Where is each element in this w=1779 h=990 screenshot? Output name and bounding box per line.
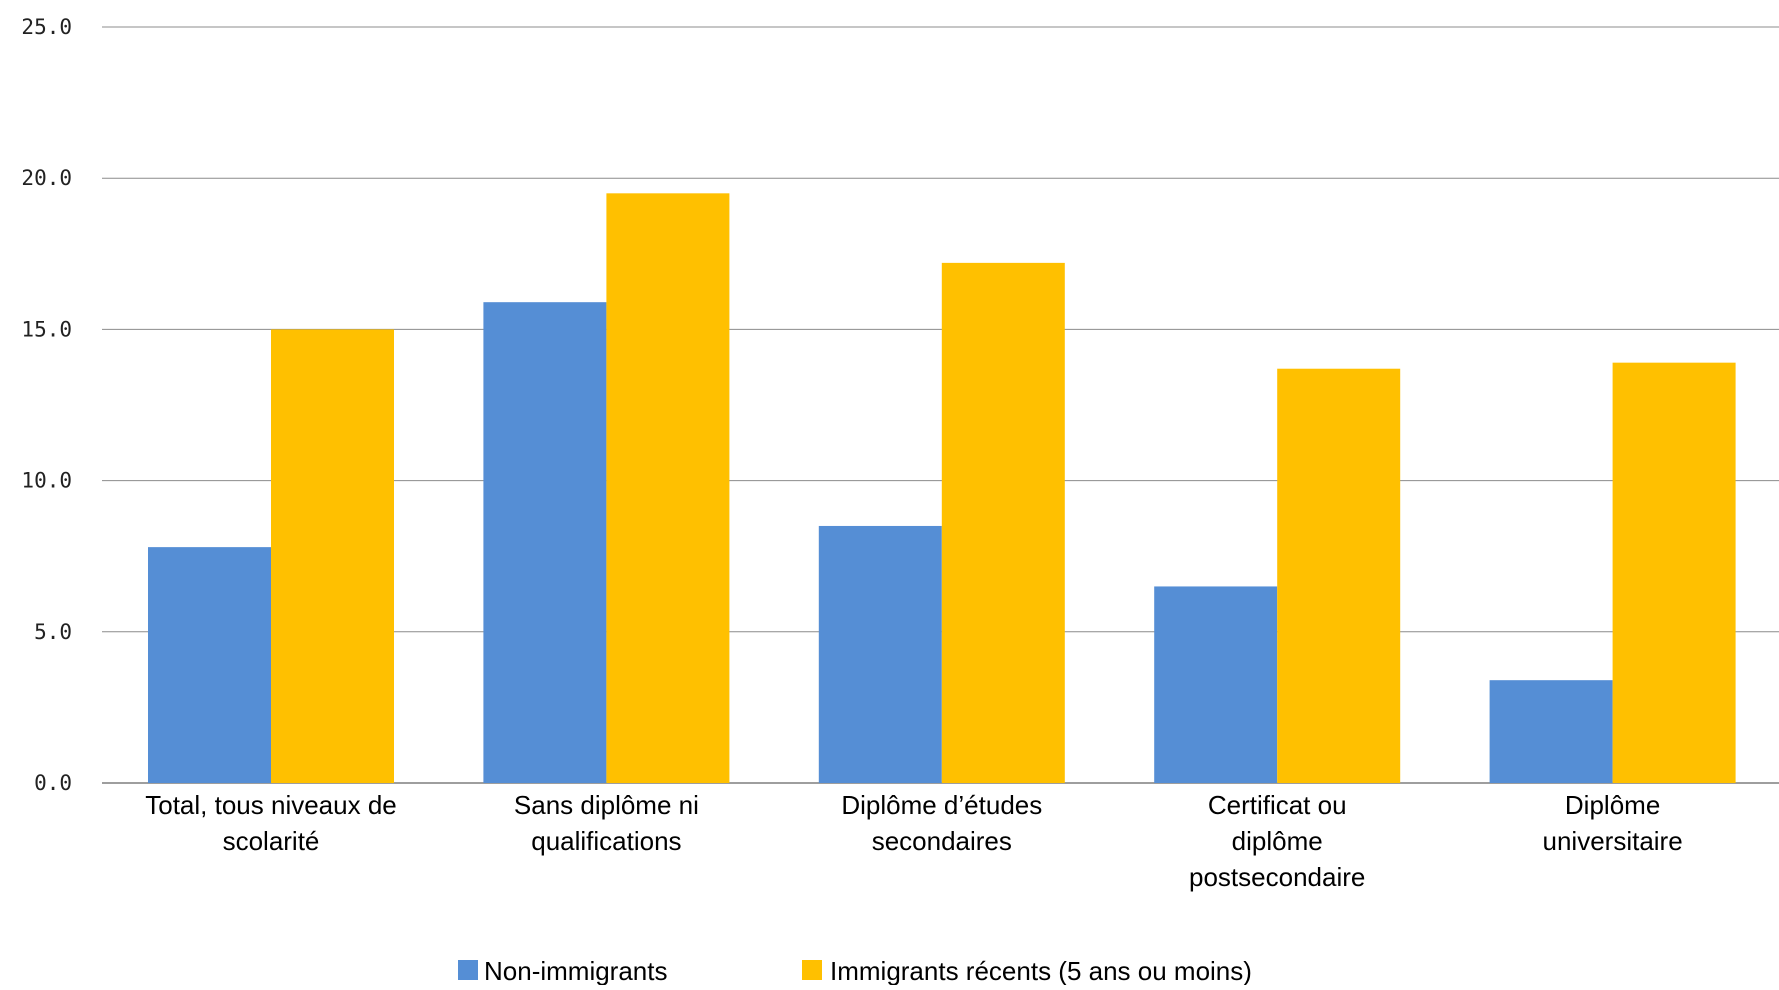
x-tick-line: qualifications — [531, 826, 681, 856]
y-tick-label: 20.0 — [21, 166, 72, 190]
y-tick-label: 0.0 — [34, 771, 72, 795]
x-tick-label: Diplôme d’études secondaires — [841, 790, 1042, 856]
x-tick-line: Certificat ou — [1208, 790, 1347, 820]
bar-non-immigrants — [148, 547, 271, 783]
x-tick-line: universitaire — [1543, 826, 1683, 856]
x-tick-line: Sans diplôme ni — [514, 790, 699, 820]
x-tick-line: postsecondaire — [1189, 862, 1365, 892]
bar-immigrants-recents — [271, 329, 394, 783]
x-tick-label: Total, tous niveaux de scolarité — [145, 790, 397, 856]
x-tick-line: secondaires — [872, 826, 1012, 856]
legend-label: Immigrants récents (5 ans ou moins) — [830, 956, 1252, 985]
bars — [148, 193, 1736, 783]
x-tick-line: scolarité — [223, 826, 320, 856]
y-tick-label: 25.0 — [21, 15, 72, 39]
y-axis: 0.0 5.0 10.0 15.0 20.0 25.0 — [21, 15, 72, 795]
x-tick-line: Diplôme — [1565, 790, 1660, 820]
bar-non-immigrants — [819, 526, 942, 783]
legend: Non-immigrants Immigrants récents (5 ans … — [458, 956, 1252, 985]
x-tick-line: Diplôme d’études — [841, 790, 1042, 820]
y-tick-label: 10.0 — [21, 469, 72, 493]
bar-immigrants-recents — [942, 263, 1065, 783]
y-tick-label: 15.0 — [21, 317, 72, 341]
bar-non-immigrants — [1154, 586, 1277, 783]
bar-non-immigrants — [1490, 680, 1613, 783]
x-tick-line: Total, tous niveaux de — [145, 790, 397, 820]
x-tick-label: Sans diplôme ni qualifications — [514, 790, 699, 856]
legend-swatch — [458, 960, 478, 980]
legend-label: Non-immigrants — [484, 956, 668, 985]
y-tick-label: 5.0 — [34, 620, 72, 644]
bar-immigrants-recents — [1613, 363, 1736, 783]
legend-swatch — [802, 960, 822, 980]
x-tick-line: diplôme — [1232, 826, 1323, 856]
x-tick-label: Certificat ou diplôme postsecondaire — [1189, 790, 1365, 892]
bar-immigrants-recents — [1277, 369, 1400, 783]
bar-non-immigrants — [483, 302, 606, 783]
x-tick-label: Diplôme universitaire — [1543, 790, 1683, 856]
bar-immigrants-recents — [606, 193, 729, 783]
x-axis: Total, tous niveaux de scolarité Sans dipl… — [145, 790, 1682, 892]
